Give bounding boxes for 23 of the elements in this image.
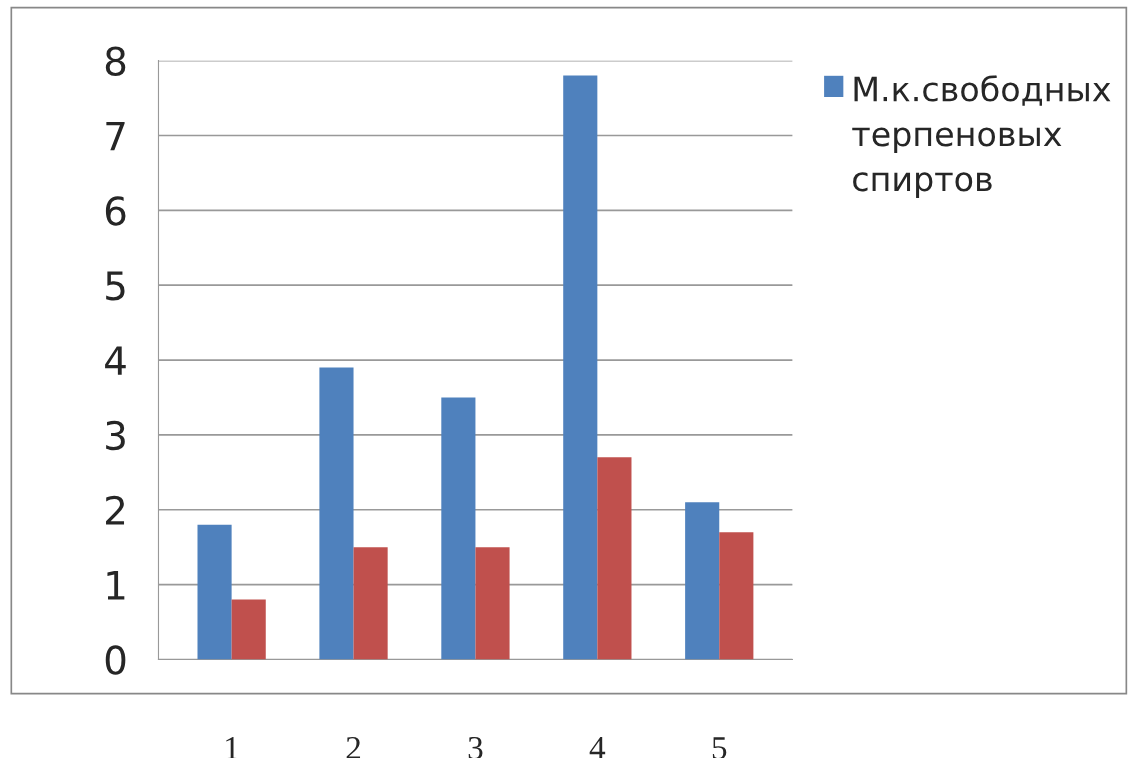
- legend-label: М.к.свободных терпеновых спиртов: [852, 75, 1111, 198]
- bar: [353, 547, 388, 660]
- y-tick-label: 7: [106, 121, 125, 151]
- y-tick-label: 6: [105, 196, 126, 226]
- x-tick-label: 1: [226, 736, 238, 758]
- y-tick-label: 1: [107, 571, 125, 600]
- bar: [719, 532, 754, 660]
- bar: [319, 367, 354, 660]
- y-tick-label: 3: [106, 420, 125, 451]
- y-tick-label: 5: [106, 271, 125, 301]
- bar: [475, 547, 510, 660]
- x-tick-label: 2: [346, 736, 361, 758]
- bar: [685, 502, 720, 660]
- y-tick-label: 2: [106, 495, 125, 525]
- y-tick-label: 4: [105, 346, 126, 375]
- bar: [441, 397, 476, 660]
- y-tick-label: 0: [105, 645, 126, 675]
- x-tick-label: 4: [589, 737, 606, 758]
- bar: [597, 457, 632, 660]
- bar: [197, 524, 232, 660]
- bar: [231, 599, 266, 660]
- bar: [563, 75, 598, 660]
- y-tick-label: 8: [105, 46, 126, 76]
